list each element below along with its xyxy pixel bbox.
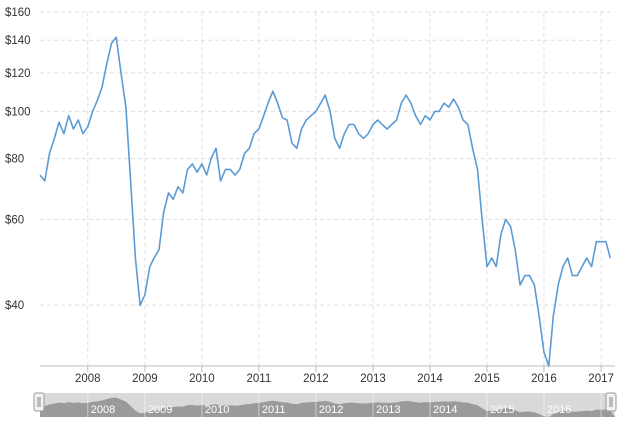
x-tick-label: 2016 <box>531 373 557 385</box>
x-tick-label: 2017 <box>588 373 614 385</box>
y-tick-label: $60 <box>5 214 24 226</box>
navigator-area <box>40 397 615 417</box>
y-tick-label: $40 <box>5 300 24 312</box>
x-tick-label: 2015 <box>474 373 500 385</box>
price-series-line <box>39 36 612 367</box>
navigator-year-label: 2015 <box>490 404 514 416</box>
vertical-gridlines <box>87 12 602 366</box>
x-tick-label: 2012 <box>303 373 329 385</box>
navigator-labels: 2008 2009 2010 2011 2012 2013 2014 2015 2016 <box>87 393 602 417</box>
navigator-year-label: 2013 <box>376 404 400 416</box>
x-axis-ticks <box>87 366 602 372</box>
x-tick-label: 2010 <box>189 373 215 385</box>
navigator-year-label: 2012 <box>319 404 343 416</box>
navigator-right-handle[interactable] <box>605 392 617 412</box>
navigator-year-label: 2009 <box>148 404 172 416</box>
x-tick-label: 2013 <box>360 373 386 385</box>
y-tick-label: $100 <box>5 106 31 118</box>
x-tick-label: 2014 <box>417 373 443 385</box>
navigator-year-label: 2008 <box>91 404 115 416</box>
x-axis-labels: 2008 2009 2010 2011 2012 2013 2014 2015 2016 2017 <box>75 373 614 385</box>
navigator-year-label: 2011 <box>262 404 286 416</box>
navigator-left-handle[interactable] <box>33 392 45 412</box>
y-tick-label: $140 <box>5 35 31 47</box>
y-tick-label: $120 <box>5 68 31 80</box>
y-axis-labels: $40 $60 $80 $100 $120 $140 $160 <box>5 7 31 312</box>
navigator-year-label: 2016 <box>547 404 571 416</box>
x-tick-label: 2008 <box>75 373 101 385</box>
navigator-year-label: 2010 <box>205 404 229 416</box>
navigator-year-label: 2014 <box>433 404 457 416</box>
x-tick-label: 2009 <box>132 373 158 385</box>
y-tick-label: $160 <box>5 7 31 19</box>
horizontal-gridlines <box>40 11 615 306</box>
range-navigator[interactable]: 2008 2009 2010 2011 2012 2013 2014 2015 2016 <box>33 392 617 417</box>
y-tick-label: $80 <box>5 154 24 166</box>
x-tick-label: 2011 <box>247 373 272 385</box>
